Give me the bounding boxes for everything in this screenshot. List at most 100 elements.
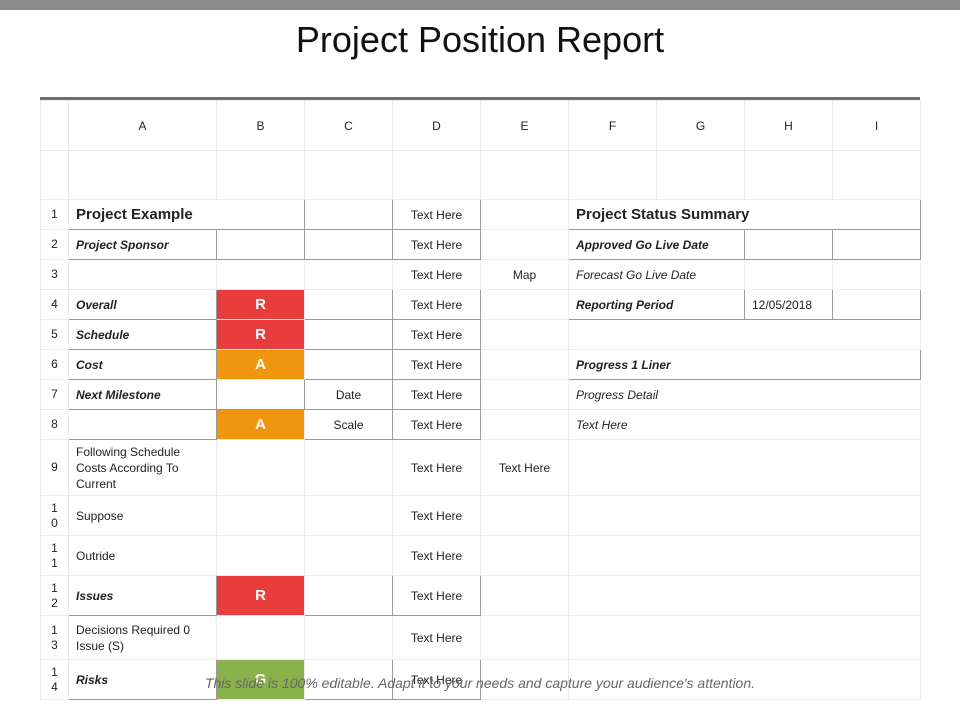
cell-a8[interactable] <box>68 409 217 440</box>
cell-d5[interactable]: Text Here <box>392 319 481 350</box>
cell-c1[interactable] <box>304 199 393 230</box>
cell-c3[interactable] <box>304 259 393 290</box>
cell-b3[interactable] <box>216 259 305 290</box>
cell-b2[interactable] <box>216 229 305 260</box>
approved-go-live-label[interactable]: Approved Go Live Date <box>568 229 745 260</box>
cell-b9[interactable] <box>216 439 305 496</box>
cell-e4[interactable] <box>480 289 569 320</box>
column-header: H <box>744 100 833 151</box>
approved-go-live-value[interactable] <box>744 229 833 260</box>
cell-c12[interactable] <box>304 575 393 616</box>
map-cell[interactable]: Map <box>480 259 569 290</box>
table-row: 1 3 Decisions Required 0 Issue (S) Text … <box>40 615 921 660</box>
cell-i2[interactable] <box>832 229 921 260</box>
cell-d13[interactable]: Text Here <box>392 615 481 660</box>
decisions-required-cell[interactable]: Decisions Required 0 Issue (S) <box>68 615 217 660</box>
status-summary-heading[interactable]: Project Status Summary <box>568 199 921 230</box>
next-milestone-label[interactable]: Next Milestone <box>68 379 217 410</box>
cell-e6[interactable] <box>480 349 569 380</box>
issues-status-badge[interactable]: R <box>216 575 305 616</box>
cell-d12[interactable]: Text Here <box>392 575 481 616</box>
cell-c14[interactable] <box>304 659 393 700</box>
reporting-period-label[interactable]: Reporting Period <box>568 289 745 320</box>
cell-b11[interactable] <box>216 535 305 576</box>
cell-c10[interactable] <box>304 495 393 536</box>
cell-f12[interactable] <box>568 575 921 616</box>
cell-d3[interactable]: Text Here <box>392 259 481 290</box>
cell-d9[interactable]: Text Here <box>392 439 481 496</box>
progress-text-cell[interactable]: Text Here <box>568 409 921 440</box>
milestone-status-badge[interactable]: A <box>216 409 305 440</box>
cell-e14[interactable] <box>480 659 569 700</box>
column-header: D <box>392 100 481 151</box>
cell-i3[interactable] <box>832 259 921 290</box>
column-header: B <box>216 100 305 151</box>
cell-d6[interactable]: Text Here <box>392 349 481 380</box>
risks-status-badge[interactable]: G <box>216 659 305 700</box>
cell-e7[interactable] <box>480 379 569 410</box>
cell-d1[interactable]: Text Here <box>392 199 481 230</box>
cell-e12[interactable] <box>480 575 569 616</box>
cell-e9[interactable]: Text Here <box>480 439 569 496</box>
risks-label[interactable]: Risks <box>68 659 217 700</box>
cell-f14[interactable] <box>568 659 921 700</box>
overall-status-badge[interactable]: R <box>216 289 305 320</box>
cell-e2[interactable] <box>480 229 569 260</box>
cell-d14[interactable]: Text Here <box>392 659 481 700</box>
progress-one-liner-heading[interactable]: Progress 1 Liner <box>568 349 921 380</box>
reporting-period-value[interactable]: 12/05/2018 <box>744 289 833 320</box>
cell-f5[interactable] <box>568 319 921 350</box>
schedule-status-badge[interactable]: R <box>216 319 305 350</box>
row-number: 9 <box>40 439 69 496</box>
cell-d4[interactable]: Text Here <box>392 289 481 320</box>
milestone-scale-cell[interactable]: Scale <box>304 409 393 440</box>
schedule-label[interactable]: Schedule <box>68 319 217 350</box>
table-row: 1 2 Issues R Text Here <box>40 575 921 616</box>
cell-d11[interactable]: Text Here <box>392 535 481 576</box>
cell-e5[interactable] <box>480 319 569 350</box>
cost-status-badge[interactable]: A <box>216 349 305 380</box>
cell-f11[interactable] <box>568 535 921 576</box>
cell-f10[interactable] <box>568 495 921 536</box>
cell-b10[interactable] <box>216 495 305 536</box>
progress-detail-cell[interactable]: Progress Detail <box>568 379 921 410</box>
cell-b13[interactable] <box>216 615 305 660</box>
overall-label[interactable]: Overall <box>68 289 217 320</box>
cell-c11[interactable] <box>304 535 393 576</box>
column-header: C <box>304 100 393 151</box>
cell-e1[interactable] <box>480 199 569 230</box>
forecast-go-live-label[interactable]: Forecast Go Live Date <box>568 259 745 290</box>
cell-b7[interactable] <box>216 379 305 410</box>
forecast-go-live-value[interactable] <box>744 259 833 290</box>
footer-note: This slide is 100% editable. Adapt it to… <box>204 675 756 691</box>
project-sponsor-label[interactable]: Project Sponsor <box>68 229 217 260</box>
cell-c4[interactable] <box>304 289 393 320</box>
cell-d2[interactable]: Text Here <box>392 229 481 260</box>
column-header-row: A B C D E F G H I <box>40 100 921 151</box>
cell-f9[interactable] <box>568 439 921 496</box>
milestone-date-cell[interactable]: Date <box>304 379 393 410</box>
cost-label[interactable]: Cost <box>68 349 217 380</box>
issues-label[interactable]: Issues <box>68 575 217 616</box>
cell-d8[interactable]: Text Here <box>392 409 481 440</box>
project-name-cell[interactable]: Project Example <box>68 199 305 230</box>
cell-e11[interactable] <box>480 535 569 576</box>
outride-cell[interactable]: Outride <box>68 535 217 576</box>
suppose-cell[interactable]: Suppose <box>68 495 217 536</box>
cell-i4[interactable] <box>832 289 921 320</box>
following-schedule-cell[interactable]: Following Schedule Costs According To Cu… <box>68 439 217 496</box>
cell-c2[interactable] <box>304 229 393 260</box>
cell-e8[interactable] <box>480 409 569 440</box>
cell-d7[interactable]: Text Here <box>392 379 481 410</box>
cell-a3[interactable] <box>68 259 217 290</box>
cell-c6[interactable] <box>304 349 393 380</box>
cell-f13[interactable] <box>568 615 921 660</box>
cell-e13[interactable] <box>480 615 569 660</box>
row-number: 2 <box>40 229 69 260</box>
cell-c5[interactable] <box>304 319 393 350</box>
cell-c9[interactable] <box>304 439 393 496</box>
row-number: 1 3 <box>40 615 69 660</box>
cell-c13[interactable] <box>304 615 393 660</box>
cell-d10[interactable]: Text Here <box>392 495 481 536</box>
cell-e10[interactable] <box>480 495 569 536</box>
